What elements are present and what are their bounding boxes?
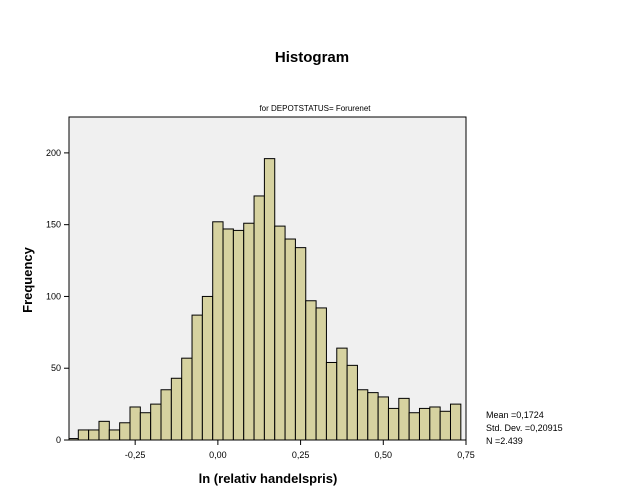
histogram-bar <box>253 195 265 441</box>
stats-n: N =2.439 <box>486 436 523 446</box>
x-tick-label: 0,25 <box>292 450 310 460</box>
x-tick-label: 0,75 <box>457 450 475 460</box>
histogram-bar <box>170 377 183 441</box>
y-tick-label: 100 <box>46 291 61 301</box>
histogram-bar <box>274 225 286 441</box>
histogram-bar <box>315 307 327 441</box>
histogram-bar <box>201 295 214 441</box>
histogram-bar <box>181 357 193 441</box>
histogram-bar <box>418 407 431 441</box>
histogram-bar <box>232 229 245 441</box>
y-tick-label: 200 <box>46 148 61 158</box>
histogram-bar <box>222 228 234 441</box>
histogram-bar <box>129 406 141 441</box>
histogram-bar <box>325 361 338 441</box>
histogram-bar <box>398 397 410 441</box>
histogram-bar <box>150 403 162 441</box>
histogram-bar <box>377 396 389 441</box>
stats-std-dev: Std. Dev. =0,20915 <box>486 423 563 433</box>
x-axis-label: ln (relativ handelspris) <box>199 471 338 486</box>
histogram-bar <box>367 392 379 441</box>
x-tick-label: 0,00 <box>209 450 227 460</box>
histogram-bar <box>336 347 348 441</box>
chart-subtitle: for DEPOTSTATUS= Forurenet <box>259 104 371 113</box>
histogram-bar <box>449 403 462 441</box>
histogram-bar <box>160 389 172 441</box>
bars-group <box>68 158 462 441</box>
histogram-bar <box>77 429 90 441</box>
histogram-bar <box>284 238 296 441</box>
histogram-bar <box>243 222 255 441</box>
histogram-bar <box>387 407 400 441</box>
histogram-bar <box>305 300 317 441</box>
y-axis-label: Frequency <box>20 246 35 313</box>
plot-frame <box>68 116 467 441</box>
x-axis-ticks: -0,25 0,00 0,25 0,50 0,75 <box>125 440 475 460</box>
histogram-bar <box>439 410 451 441</box>
histogram-bar <box>139 412 152 441</box>
chart-title: Histogram <box>275 49 349 66</box>
histogram-bar <box>408 412 420 441</box>
histogram-bar <box>356 389 369 441</box>
histogram-bar <box>108 429 121 441</box>
histogram-bar <box>263 158 276 441</box>
histogram-bar <box>429 406 441 441</box>
histogram-bar <box>212 221 224 441</box>
histogram-bar <box>98 420 110 441</box>
histogram-bar <box>294 247 307 441</box>
x-tick-label: 0,50 <box>375 450 393 460</box>
x-tick-label: -0,25 <box>125 450 146 460</box>
y-axis-ticks: 0 50 100 150 200 <box>46 148 69 445</box>
histogram-bar <box>191 314 203 441</box>
y-tick-label: 150 <box>46 220 61 230</box>
y-tick-label: 0 <box>56 435 61 445</box>
histogram-bar <box>346 364 358 441</box>
y-tick-label: 50 <box>51 363 61 373</box>
stats-mean: Mean =0,1724 <box>486 410 544 420</box>
histogram-bar <box>88 429 100 441</box>
histogram-bar <box>119 422 131 441</box>
